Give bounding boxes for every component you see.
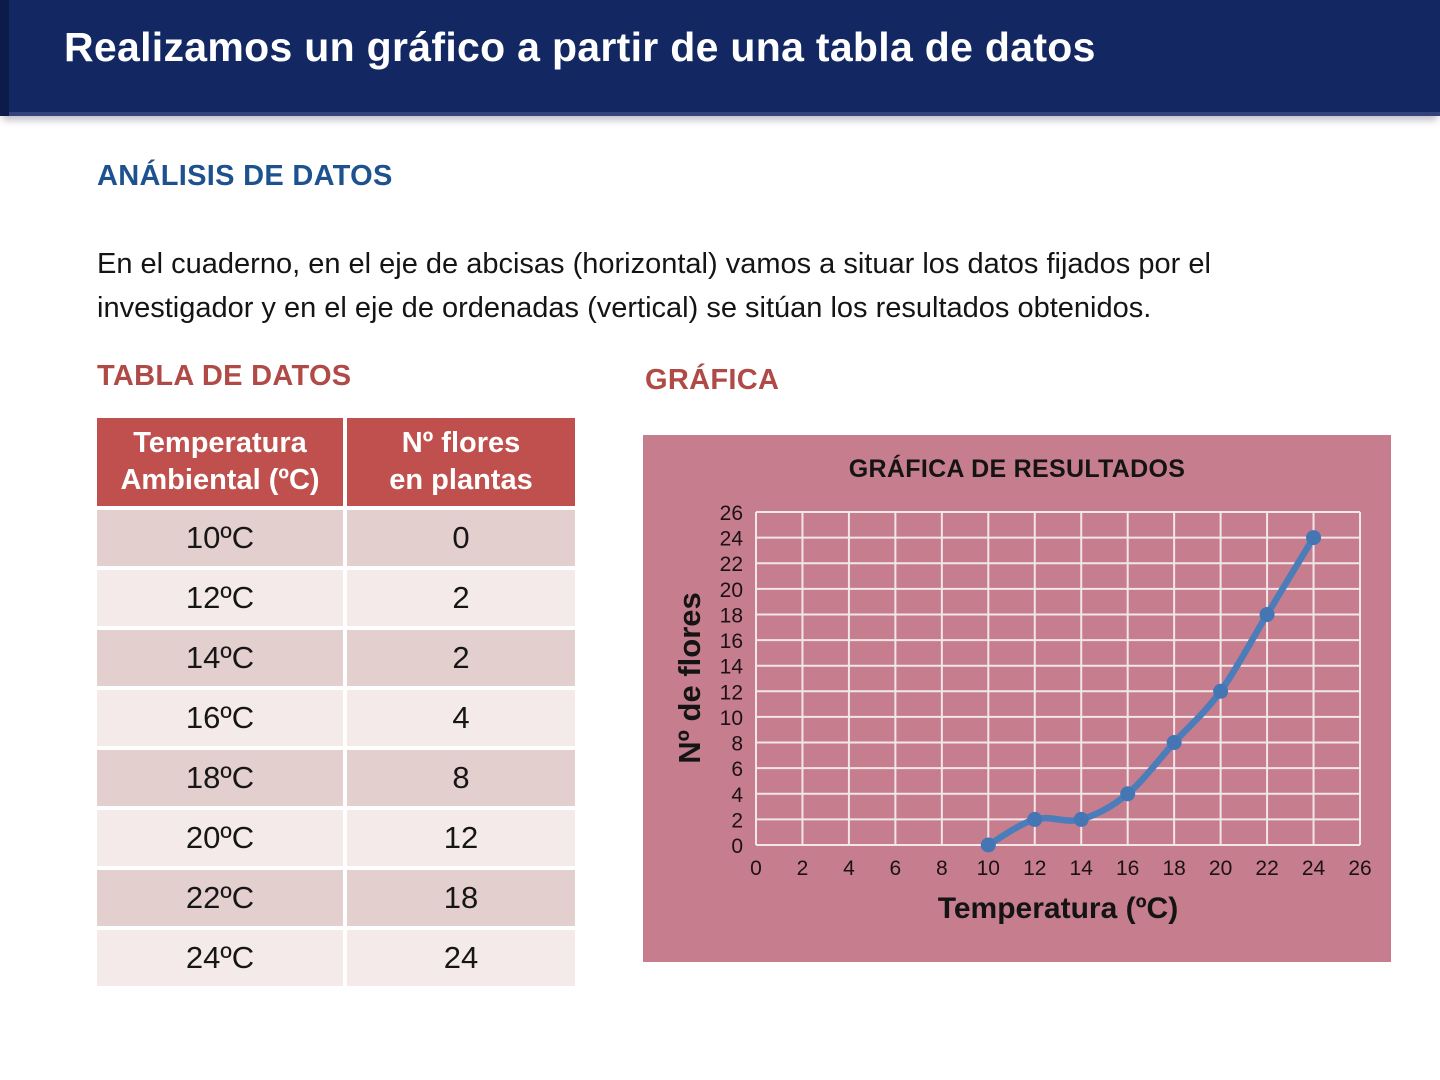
y-tick-label: 16	[720, 630, 743, 653]
table-cell-temp: 10ºC	[97, 510, 343, 566]
table-cell-temp: 20ºC	[97, 810, 343, 866]
x-tick-label: 18	[1162, 857, 1185, 880]
table-cell-flores: 18	[347, 870, 575, 926]
y-tick-label: 22	[720, 553, 743, 576]
x-tick-label: 12	[1023, 857, 1046, 880]
data-point-marker	[1306, 530, 1322, 546]
chart-title: GRÁFICA DE RESULTADOS	[848, 455, 1186, 483]
x-tick-label: 2	[797, 857, 809, 880]
y-tick-label: 14	[720, 656, 744, 679]
x-tick-label: 26	[1348, 857, 1371, 880]
data-point-marker	[1073, 811, 1089, 827]
y-tick-label: 4	[731, 784, 743, 807]
data-point-marker	[1259, 606, 1275, 622]
y-tick-label: 12	[720, 681, 743, 704]
data-point-marker	[1120, 786, 1136, 802]
x-axis-label: Temperatura (ºC)	[937, 892, 1179, 925]
y-tick-label: 18	[720, 604, 743, 627]
table-header-flores: Nº flores en plantas	[347, 418, 575, 506]
data-point-marker	[1027, 811, 1043, 827]
x-tick-label: 0	[750, 857, 762, 880]
y-tick-label: 24	[720, 528, 744, 551]
x-tick-label: 6	[890, 857, 902, 880]
y-tick-label: 8	[731, 733, 743, 756]
table-cell-flores: 24	[347, 930, 575, 986]
intro-paragraph: En el cuaderno, en el eje de abcisas (ho…	[97, 248, 1211, 324]
table-cell-temp: 18ºC	[97, 750, 343, 806]
y-tick-label: 26	[720, 502, 743, 525]
analysis-heading: ANÁLISIS DE DATOS	[97, 160, 393, 192]
table-cell-temp: 24ºC	[97, 930, 343, 986]
table-cell-flores: 0	[347, 510, 575, 566]
table-cell-temp: 16ºC	[97, 690, 343, 746]
table-cell-flores: 2	[347, 630, 575, 686]
data-table: Temperatura Ambiental (ºC) Nº flores en …	[97, 418, 575, 986]
slide-title: Realizamos un gráfico a partir de una ta…	[64, 24, 1096, 70]
chart-heading: GRÁFICA	[645, 364, 780, 396]
line-chart: 0 2 4 6 8 10 12 14 16 18 20 22 24 2602468101214161820…	[720, 502, 1372, 880]
data-point-marker	[1213, 683, 1229, 699]
y-tick-label: 20	[720, 579, 743, 602]
table-cell-temp: 14ºC	[97, 630, 343, 686]
table-header-temperatura: Temperatura Ambiental (ºC)	[97, 418, 343, 506]
table-heading: TABLA DE DATOS	[97, 360, 352, 392]
x-tick-label: 10	[977, 857, 1000, 880]
table-cell-flores: 4	[347, 690, 575, 746]
x-tick-label: 8	[936, 857, 948, 880]
x-tick-label: 24	[1302, 857, 1326, 880]
y-tick-label: 2	[731, 809, 743, 832]
data-point-marker	[980, 837, 996, 853]
table-cell-flores: 12	[347, 810, 575, 866]
table-cell-flores: 2	[347, 570, 575, 626]
x-tick-label: 4	[843, 857, 855, 880]
table-cell-temp: 12ºC	[97, 570, 343, 626]
x-tick-label: 22	[1255, 857, 1278, 880]
y-tick-label: 10	[720, 707, 743, 730]
y-tick-label: 6	[731, 758, 743, 781]
table-cell-temp: 22ºC	[97, 870, 343, 926]
x-tick-label: 20	[1209, 857, 1232, 880]
table-cell-flores: 8	[347, 750, 575, 806]
y-tick-label: 0	[731, 835, 743, 858]
x-tick-label: 14	[1070, 857, 1094, 880]
title-bar: Realizamos un gráfico a partir de una ta…	[0, 0, 1440, 116]
data-point-marker	[1166, 735, 1182, 751]
x-tick-label: 16	[1116, 857, 1139, 880]
